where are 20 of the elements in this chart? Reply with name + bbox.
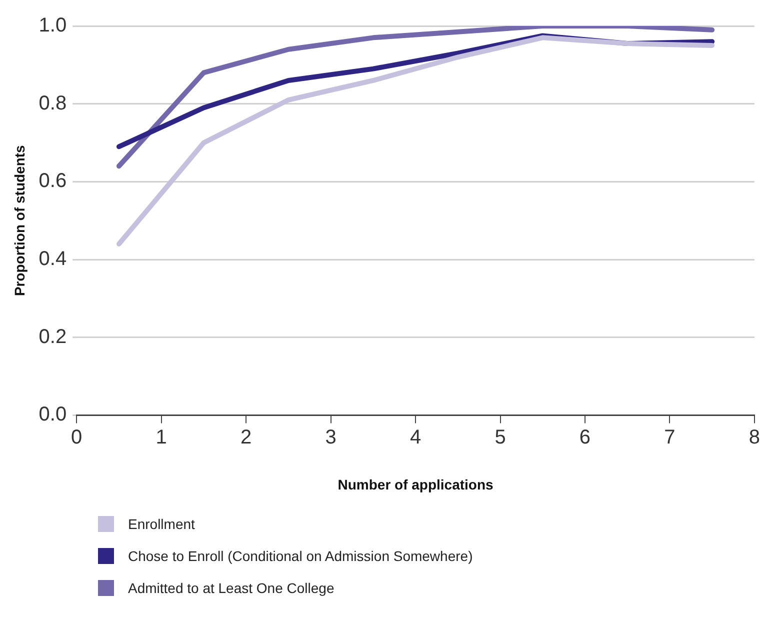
x-axis-title: Number of applications <box>338 476 494 492</box>
x-tick-label: 0 <box>71 426 82 449</box>
y-tick-label: 0.8 <box>38 92 67 114</box>
x-tick-label: 4 <box>410 426 422 449</box>
y-tick-label: 0.4 <box>38 248 67 270</box>
y-tick-label: 0.6 <box>38 170 67 192</box>
x-tick-label: 3 <box>325 426 336 449</box>
y-tick-label: 0.2 <box>38 326 67 348</box>
y-tick-label: 1.0 <box>38 14 67 37</box>
legend-label: Enrollment <box>128 516 195 532</box>
x-tick-label: 5 <box>494 426 506 449</box>
y-axis-title: Proportion of students <box>11 144 28 296</box>
x-tick-label: 8 <box>748 426 760 449</box>
y-tick-label: 0.0 <box>38 404 67 426</box>
legend-label: Chose to Enroll (Conditional on Admission Somewhere) <box>128 548 473 564</box>
x-tick-label: 6 <box>579 426 591 449</box>
x-tick-label: 1 <box>156 426 167 449</box>
x-tick-label: 2 <box>240 426 252 449</box>
x-tick-label: 7 <box>664 426 676 449</box>
legend-label: Admitted to at Least One College <box>128 580 334 596</box>
